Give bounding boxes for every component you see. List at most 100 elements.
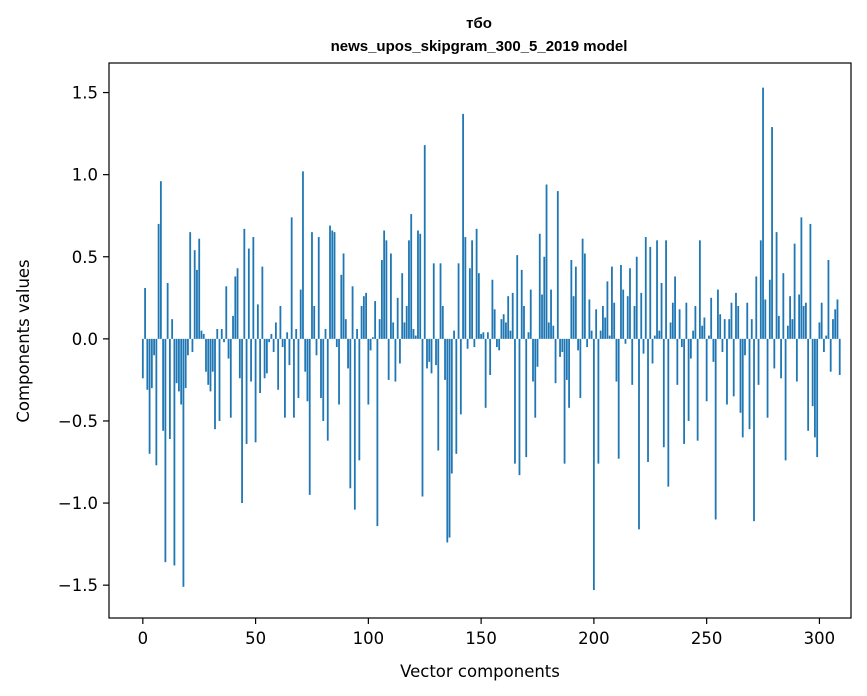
bar-172 (529, 289, 532, 339)
bar-139 (455, 338, 458, 454)
bar-200 (592, 338, 595, 591)
bar-80 (322, 338, 325, 421)
bar-153 (486, 332, 489, 339)
bar-304 (827, 260, 830, 339)
bar-70 (299, 289, 302, 339)
bar-114 (399, 338, 401, 364)
bar-140 (457, 263, 460, 339)
y-tick-label: 0.5 (72, 248, 98, 267)
bar-267 (744, 338, 746, 356)
bar-270 (750, 319, 753, 339)
bar-290 (795, 338, 798, 382)
bar-84 (331, 230, 334, 339)
bar-287 (789, 296, 791, 339)
bar-177 (541, 294, 543, 339)
bar-251 (708, 335, 710, 339)
bar-299 (816, 338, 819, 458)
bar-258 (723, 319, 726, 339)
bar-44 (241, 338, 243, 504)
bar-39 (229, 338, 232, 418)
bar-283 (780, 338, 782, 379)
bar-176 (538, 233, 541, 339)
bar-37 (225, 286, 228, 339)
bar-100 (367, 338, 370, 405)
bar-272 (755, 276, 758, 339)
bar-298 (814, 338, 816, 438)
bar-219 (635, 256, 638, 339)
bar-0 (141, 338, 144, 379)
bar-300 (818, 322, 821, 339)
bar-243 (689, 338, 692, 359)
bar-196 (583, 253, 586, 339)
bar-104 (376, 338, 379, 527)
bar-166 (516, 255, 519, 339)
bar-51 (256, 304, 259, 339)
bar-76 (313, 306, 316, 339)
bar-281 (775, 232, 778, 339)
bar-307 (834, 309, 837, 339)
y-axis-label: Components values (14, 259, 33, 422)
bar-120 (412, 329, 415, 339)
bar-64 (286, 332, 289, 339)
bar-192 (574, 266, 577, 339)
bar-266 (741, 338, 744, 438)
bar-244 (692, 330, 695, 339)
bar-107 (383, 230, 386, 339)
bar-8 (159, 181, 162, 339)
bar-182 (552, 325, 555, 339)
bar-72 (304, 338, 307, 372)
bar-133 (441, 306, 444, 339)
bar-201 (595, 309, 598, 339)
bar-89 (342, 253, 345, 339)
bar-25 (198, 238, 201, 339)
bar-223 (644, 237, 647, 339)
bar-50 (254, 338, 257, 443)
bar-205 (604, 317, 607, 339)
bar-26 (200, 330, 203, 339)
bar-145 (468, 268, 471, 339)
bar-105 (378, 319, 381, 339)
bar-48 (250, 338, 252, 382)
bar-111 (392, 322, 395, 339)
bar-209 (613, 302, 616, 339)
bar-95 (356, 329, 358, 339)
bar-158 (498, 338, 501, 351)
bar-185 (559, 338, 561, 357)
bar-162 (507, 296, 510, 339)
bar-35 (220, 329, 223, 339)
x-tick-label: 200 (578, 629, 610, 648)
bar-21 (189, 232, 192, 339)
y-tick-label: 1.0 (72, 166, 98, 185)
bar-168 (520, 269, 523, 339)
bar-278 (768, 279, 771, 339)
bar-142 (462, 113, 464, 339)
y-tick-label: 1.5 (72, 84, 98, 103)
bar-3 (148, 338, 151, 454)
bar-90 (344, 319, 347, 339)
bar-230 (660, 283, 663, 339)
bar-233 (667, 338, 670, 487)
bar-61 (279, 306, 282, 339)
bar-86 (335, 338, 338, 348)
bar-112 (394, 338, 397, 382)
bar-144 (466, 338, 469, 349)
bar-135 (446, 338, 449, 543)
bar-66 (290, 217, 293, 339)
bar-1 (144, 287, 146, 339)
bar-34 (218, 338, 221, 421)
bar-220 (638, 338, 640, 530)
bar-88 (340, 274, 343, 339)
bar-296 (809, 223, 812, 339)
bar-59 (274, 322, 277, 339)
bar-242 (687, 338, 690, 421)
bar-279 (771, 127, 773, 339)
bar-55 (265, 338, 268, 374)
bar-295 (807, 338, 810, 431)
bar-261 (730, 302, 733, 339)
bar-67 (293, 338, 295, 418)
bar-118 (408, 240, 410, 339)
x-tick-label: 250 (691, 629, 723, 648)
bar-247 (698, 240, 701, 339)
bar-227 (653, 335, 656, 339)
bar-126 (426, 338, 428, 369)
